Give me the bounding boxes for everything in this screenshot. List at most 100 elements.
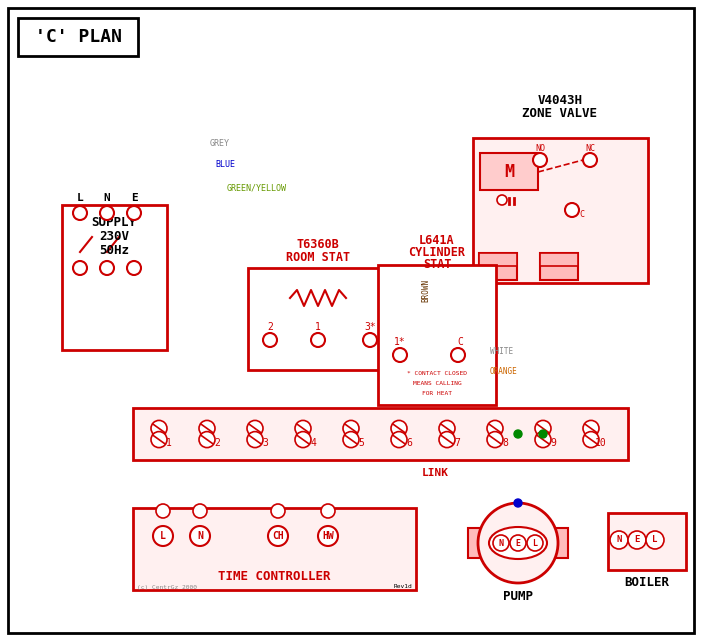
Circle shape — [151, 420, 167, 437]
Circle shape — [391, 420, 407, 437]
FancyBboxPatch shape — [133, 408, 628, 460]
Text: 230V: 230V — [99, 229, 129, 242]
Text: 2: 2 — [214, 438, 220, 448]
Text: WHITE: WHITE — [490, 347, 513, 356]
Circle shape — [439, 431, 455, 447]
Text: 3*: 3* — [364, 322, 376, 332]
Text: PUMP: PUMP — [503, 590, 533, 603]
Text: GREY: GREY — [210, 138, 230, 147]
Text: E: E — [131, 193, 138, 203]
Circle shape — [100, 206, 114, 220]
Text: L: L — [533, 538, 538, 547]
Text: L: L — [652, 535, 658, 544]
Circle shape — [539, 430, 547, 438]
FancyBboxPatch shape — [480, 153, 538, 190]
Circle shape — [193, 504, 207, 518]
Text: TIME CONTROLLER: TIME CONTROLLER — [218, 570, 331, 583]
FancyBboxPatch shape — [540, 253, 578, 266]
Text: MEANS CALLING: MEANS CALLING — [413, 381, 461, 385]
FancyBboxPatch shape — [62, 205, 167, 350]
Text: 'C' PLAN: 'C' PLAN — [34, 28, 121, 46]
Text: STAT: STAT — [423, 258, 451, 271]
FancyBboxPatch shape — [8, 8, 694, 633]
Circle shape — [199, 431, 215, 447]
Text: ZONE VALVE: ZONE VALVE — [522, 106, 597, 119]
FancyBboxPatch shape — [479, 253, 517, 280]
Text: N: N — [197, 531, 203, 541]
FancyBboxPatch shape — [556, 528, 568, 558]
Circle shape — [343, 420, 359, 437]
FancyBboxPatch shape — [479, 253, 517, 266]
Circle shape — [478, 503, 558, 583]
FancyBboxPatch shape — [248, 268, 388, 370]
Circle shape — [583, 420, 599, 437]
Text: NC: NC — [585, 144, 595, 153]
Text: 1: 1 — [166, 438, 172, 448]
Text: CYLINDER: CYLINDER — [409, 246, 465, 258]
Text: * CONTACT CLOSED: * CONTACT CLOSED — [407, 370, 467, 376]
Text: HW: HW — [322, 531, 334, 541]
Circle shape — [393, 348, 407, 362]
Text: 50Hz: 50Hz — [99, 244, 129, 256]
Circle shape — [127, 206, 141, 220]
Circle shape — [153, 526, 173, 546]
Text: NO: NO — [535, 144, 545, 153]
Circle shape — [295, 431, 311, 447]
FancyBboxPatch shape — [378, 265, 496, 405]
Ellipse shape — [489, 527, 547, 559]
FancyBboxPatch shape — [133, 508, 416, 590]
Text: L: L — [77, 193, 84, 203]
Text: C: C — [579, 210, 585, 219]
Circle shape — [527, 535, 543, 551]
Circle shape — [514, 499, 522, 507]
Text: N: N — [498, 538, 503, 547]
Circle shape — [311, 333, 325, 347]
Text: 1: 1 — [315, 322, 321, 332]
Circle shape — [268, 526, 288, 546]
Circle shape — [100, 261, 114, 275]
Text: C: C — [457, 337, 463, 347]
Text: L641A: L641A — [419, 233, 455, 247]
Circle shape — [321, 504, 335, 518]
Text: N: N — [616, 535, 622, 544]
FancyBboxPatch shape — [468, 528, 480, 558]
Circle shape — [363, 333, 377, 347]
Circle shape — [514, 430, 522, 438]
Circle shape — [271, 504, 285, 518]
FancyBboxPatch shape — [608, 513, 686, 570]
Text: T6360B: T6360B — [297, 238, 339, 251]
FancyBboxPatch shape — [540, 253, 578, 280]
Text: BOILER: BOILER — [625, 576, 670, 590]
Text: Rev1d: Rev1d — [393, 585, 412, 590]
Text: E: E — [635, 535, 640, 544]
Text: 8: 8 — [502, 438, 508, 448]
Circle shape — [583, 431, 599, 447]
Circle shape — [535, 420, 551, 437]
Circle shape — [127, 261, 141, 275]
Circle shape — [151, 431, 167, 447]
Text: BLUE: BLUE — [215, 160, 235, 169]
Circle shape — [439, 420, 455, 437]
Circle shape — [533, 153, 547, 167]
Circle shape — [391, 431, 407, 447]
FancyBboxPatch shape — [18, 18, 138, 56]
Circle shape — [493, 535, 509, 551]
Circle shape — [610, 531, 628, 549]
FancyBboxPatch shape — [473, 138, 648, 283]
Circle shape — [451, 348, 465, 362]
Circle shape — [263, 333, 277, 347]
Circle shape — [487, 420, 503, 437]
Text: 4: 4 — [310, 438, 316, 448]
Text: 9: 9 — [550, 438, 556, 448]
Text: V4043H: V4043H — [538, 94, 583, 106]
Circle shape — [535, 431, 551, 447]
Circle shape — [199, 420, 215, 437]
Text: GREEN/YELLOW: GREEN/YELLOW — [227, 183, 287, 192]
Circle shape — [156, 504, 170, 518]
Circle shape — [247, 420, 263, 437]
Text: 10: 10 — [595, 438, 607, 448]
Circle shape — [73, 261, 87, 275]
Text: 7: 7 — [454, 438, 460, 448]
Text: SUPPLY: SUPPLY — [91, 215, 136, 228]
Circle shape — [628, 531, 646, 549]
